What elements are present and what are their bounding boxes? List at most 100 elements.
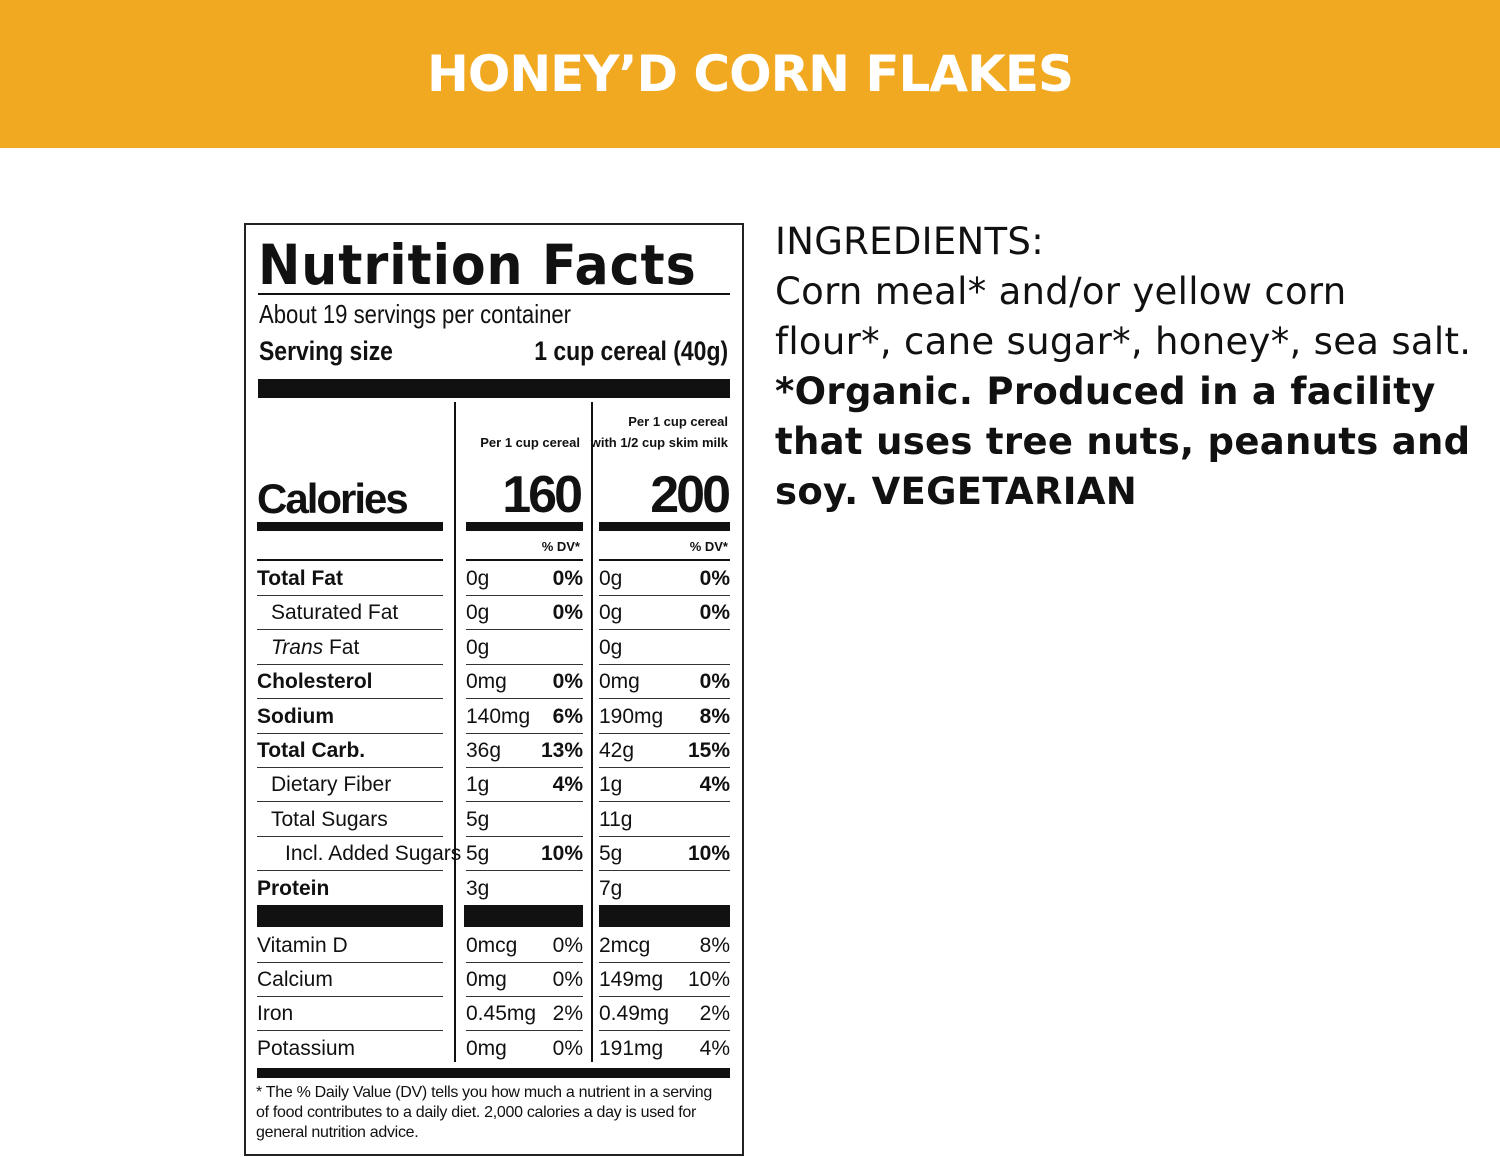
nutrient-name: Total Sugars	[257, 803, 443, 837]
nutrient-label: Saturated Fat	[271, 601, 399, 625]
amount-cell-col1: 0g 0%	[466, 562, 583, 596]
thick-divider	[257, 1068, 730, 1078]
amount-cell-col2: 1g 4%	[599, 768, 730, 803]
amount: 191mg	[599, 1036, 664, 1060]
col2-header-line2: with 1/2 cup skim milk	[590, 435, 728, 450]
nutrient-label: Vitamin D	[257, 934, 348, 957]
amount: 149mg	[599, 968, 664, 992]
amount-cell-col2: 42g 15%	[599, 734, 730, 768]
amount: 0g	[599, 567, 623, 590]
percent-dv: 0%	[699, 567, 730, 590]
amount-cell-col1: 36g 13%	[466, 734, 583, 768]
amount: 1g	[466, 773, 490, 797]
percent-dv: 0%	[552, 1036, 583, 1060]
nutrient-label: Sodium	[257, 704, 334, 728]
amount: 2mcg	[599, 934, 651, 957]
ingredients-text: Corn meal* and/or yellow corn flour*, ca…	[775, 270, 1472, 363]
nutrient-label: Total Fat	[257, 567, 343, 590]
amount-cell-col2: 2mcg 8%	[599, 929, 730, 963]
thick-divider	[599, 905, 730, 927]
percent-dv: 0%	[552, 567, 583, 590]
nutrient-name: Trans Fat	[257, 631, 443, 665]
col2-header-line1: Per 1 cup cereal	[628, 414, 728, 429]
amount-cell-col1: 0g	[466, 631, 583, 665]
amount: 0g	[599, 635, 623, 659]
percent-dv: 10%	[687, 842, 730, 866]
amount: 0.45mg	[466, 1002, 537, 1026]
servings-per-container: About 19 servings per container	[259, 299, 572, 329]
percent-dv: 0%	[552, 968, 583, 992]
nutrient-label: Total Sugars	[271, 807, 388, 831]
amount-cell-col2: 149mg 10%	[599, 963, 730, 998]
amount-cell-col1: 0g 0%	[466, 596, 583, 631]
thick-divider	[257, 905, 443, 927]
nutrient-label: Total Carb.	[257, 739, 366, 762]
percent-dv: 2%	[699, 1002, 730, 1026]
thick-divider	[258, 379, 730, 398]
amount: 140mg	[466, 704, 531, 728]
nutrient-name: Incl. Added Sugars	[257, 837, 461, 872]
nutrient-label: Dietary Fiber	[271, 773, 392, 797]
nutrient-label: Calcium	[257, 968, 333, 992]
amount: 0mg	[466, 968, 507, 992]
amount-cell-col1: 0mcg 0%	[466, 929, 583, 963]
serving-size-label: Serving size	[259, 336, 393, 366]
amount: 5g	[466, 842, 490, 866]
amount: 0.49mg	[599, 1002, 670, 1026]
amount-cell-col2: 11g	[599, 803, 730, 837]
amount: 0g	[466, 567, 490, 590]
amount-cell-col1: 5g 10%	[466, 837, 583, 872]
dv-header-col1: % DV*	[541, 539, 580, 554]
nutrient-label: Protein	[257, 876, 330, 900]
amount: 3g	[466, 876, 490, 900]
ingredients-allergen-note: *Organic. Produced in a facility that us…	[775, 370, 1471, 513]
amount: 0g	[466, 601, 490, 625]
divider	[599, 559, 730, 561]
percent-dv: 8%	[699, 934, 730, 957]
amount-cell-col1: 140mg 6%	[466, 700, 583, 734]
nutrient-name: Potassium	[257, 1032, 443, 1066]
amount: 36g	[466, 739, 502, 762]
calories-col1: 160	[502, 466, 583, 524]
amount-cell-col2: 7g	[599, 872, 730, 906]
nutrient-label: Potassium	[257, 1036, 356, 1060]
amount: 0g	[599, 601, 623, 625]
nutrient-name: Saturated Fat	[257, 596, 443, 631]
amount: 190mg	[599, 704, 664, 728]
amount: 0g	[466, 635, 490, 659]
amount-cell-col2: 0g 0%	[599, 562, 730, 596]
amount-cell-col2: 0.49mg 2%	[599, 997, 730, 1032]
amount-cell-col2: 190mg 8%	[599, 700, 730, 734]
nutrient-label: Iron	[257, 1002, 294, 1026]
nutrient-name: Dietary Fiber	[257, 768, 443, 803]
amount: 0mg	[466, 1036, 507, 1060]
nutrient-name: Total Carb.	[257, 734, 443, 768]
percent-dv: 15%	[687, 739, 730, 762]
amount: 42g	[599, 739, 635, 762]
amount-cell-col1: 3g	[466, 872, 583, 906]
amount-cell-col1: 5g	[466, 803, 583, 837]
calories-bar	[599, 522, 730, 531]
amount: 1g	[599, 773, 623, 797]
amount: 7g	[599, 876, 623, 900]
percent-dv: 4%	[552, 773, 583, 797]
amount-cell-col2: 191mg 4%	[599, 1032, 730, 1066]
amount-cell-col1: 1g 4%	[466, 768, 583, 803]
percent-dv: 0%	[699, 670, 730, 694]
amount-cell-col1: 0mg 0%	[466, 665, 583, 700]
thick-divider	[464, 905, 583, 927]
amount-cell-col1: 0.45mg 2%	[466, 997, 583, 1032]
percent-dv: 8%	[699, 704, 730, 728]
amount: 11g	[599, 807, 633, 831]
dv-header-col2: % DV*	[689, 539, 728, 554]
column-separator	[454, 402, 456, 1062]
percent-dv: 10%	[540, 842, 583, 866]
amount: 0mg	[599, 670, 640, 694]
percent-dv: 4%	[699, 1036, 730, 1060]
amount-cell-col2: 0g 0%	[599, 596, 730, 631]
divider	[466, 559, 583, 561]
percent-dv: 10%	[687, 968, 730, 992]
nutrient-name: Cholesterol	[257, 665, 443, 700]
amount-cell-col1: 0mg 0%	[466, 1032, 583, 1066]
percent-dv: 0%	[552, 934, 583, 957]
